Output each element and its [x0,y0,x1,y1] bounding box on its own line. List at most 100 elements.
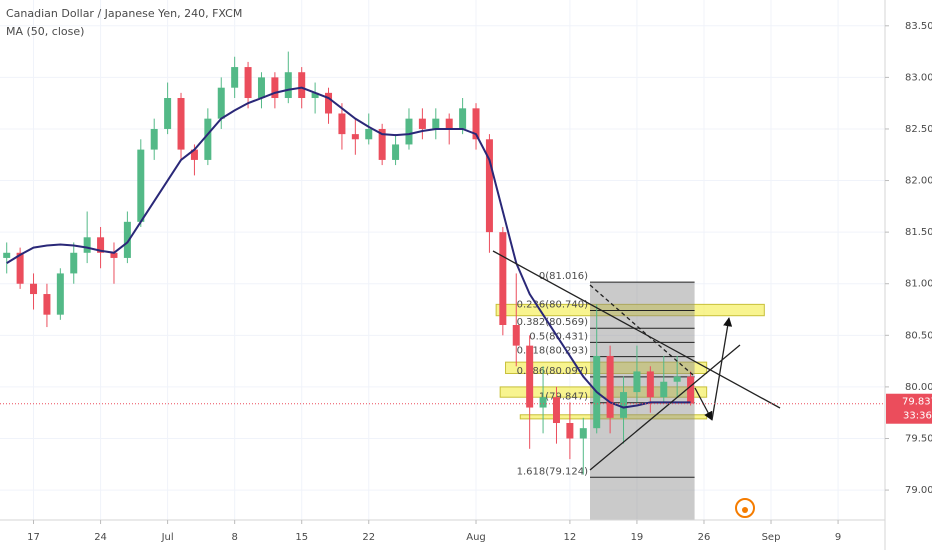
y-tick-label: 80.500 [905,330,932,341]
candle-body [231,67,239,88]
arrow [694,387,713,421]
candle-body [526,345,534,408]
grid [0,0,885,520]
candle-body [579,428,587,439]
candle-body [445,118,453,129]
x-tick-label: Sep [762,532,781,543]
y-tick-label: 82.500 [905,124,932,135]
trend-line [589,344,741,471]
fib-label: 0.618(80.293) [517,346,589,357]
x-tick-label: 17 [27,532,40,543]
candle-body [325,92,333,114]
candle-body [217,87,225,119]
candle-body [472,108,480,140]
candle-body [110,252,118,258]
x-tick-label: 19 [631,532,644,543]
candle-body [539,397,547,408]
ma-line [6,86,691,409]
fib-label: 0.236(80.740) [517,300,589,311]
candle-body [3,252,11,258]
trend-line [492,250,781,409]
arrow [711,317,733,421]
fib-label: 0.786(80.097) [517,366,589,377]
candle-body [365,128,373,140]
x-tick-label: 8 [231,532,237,543]
y-tick-label: 80.000 [905,382,932,393]
candle-body [70,252,78,274]
fibonacci: 0(81.016)0.236(80.740)0.382(80.569)0.5(8… [517,271,695,520]
candle-body [298,72,306,99]
candle-body [177,98,185,150]
candle-body [284,72,292,99]
chart-title: Canadian Dollar / Japanese Yen, 240, FXC… [6,7,242,20]
candle-body [190,149,198,160]
candle-body [566,423,574,439]
logo-dot [742,507,748,513]
candle-body [351,134,359,140]
candle-body [620,392,628,418]
candle-body [552,397,560,424]
candle-body [83,237,91,253]
candle-body [123,221,131,258]
candle-body [405,118,413,145]
fib-label: 0(81.016) [539,271,588,282]
candle-body [418,118,426,129]
last-price-label: 79.837 [902,397,932,408]
candle-body [43,294,51,315]
candle-body [271,77,279,99]
fib-label: 1.618(79.124) [517,466,589,477]
x-tick-label: 9 [835,532,841,543]
y-tick-label: 81.500 [905,227,932,238]
x-tick-label: 15 [295,532,308,543]
y-tick-label: 83.500 [905,21,932,32]
countdown: 33:36 [903,411,932,422]
y-tick-label: 83.000 [905,72,932,83]
candle-body [512,325,520,346]
candle-body [137,149,145,222]
x-tick-label: Aug [466,532,486,543]
fib-label: 1(79.847) [539,392,588,403]
candle-body [338,113,346,135]
fib-box [590,282,695,520]
y-tick-label: 81.000 [905,279,932,290]
candle-body [311,92,319,99]
candle-body [459,108,467,129]
candles [3,51,695,475]
y-tick-label: 79.000 [905,485,932,496]
candle-body [606,355,614,418]
candle-body [150,128,158,150]
candle-body [687,376,695,404]
fib-label: 0.382(80.569) [517,317,589,328]
x-tick-label: 12 [564,532,577,543]
candle-body [646,371,654,398]
candle-body [660,381,668,398]
x-tick-label: 24 [94,532,107,543]
last-price-tag [886,393,932,424]
candle-body [244,67,252,99]
candle-body [673,376,681,382]
candle-body [56,273,64,315]
candle-body [257,77,265,99]
x-tick-label: 26 [698,532,711,543]
indicator-label: MA (50, close) [6,25,84,38]
candle-body [485,139,493,233]
candle-body [30,283,38,295]
x-tick-label: 22 [362,532,375,543]
zone [495,303,765,317]
y-tick-label: 79.500 [905,433,932,444]
candle-body [499,232,507,325]
x-tick-label: Jul [161,532,174,543]
candle-body [204,118,212,160]
logo [735,498,755,518]
logo-ring [735,498,755,518]
y-tick-label: 82.000 [905,176,932,187]
drawings [492,250,781,471]
trend-line [589,284,694,376]
moving-average [6,86,691,409]
candle-body [378,128,386,160]
candle-body [633,371,641,393]
candle-body [392,144,400,160]
candle-body [432,118,440,129]
